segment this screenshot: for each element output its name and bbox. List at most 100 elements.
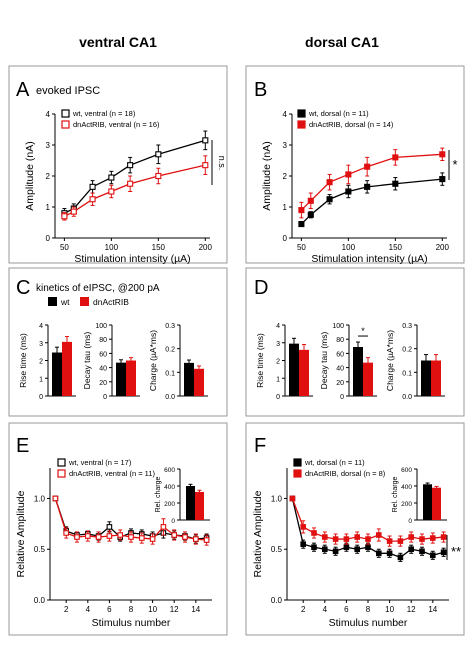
F-point <box>408 534 415 540</box>
A-point <box>89 196 96 203</box>
B-ytick-label: 3 <box>283 141 288 150</box>
C1-bar-dnActRIB <box>62 341 72 396</box>
C3-ytick-label: 0.0 <box>165 394 175 401</box>
A-ytick-label: 1 <box>46 203 51 212</box>
B-series-0-line <box>300 178 443 225</box>
F-xlabel: Stimulus number <box>329 617 408 629</box>
A-sig-label: n.s. <box>217 156 227 171</box>
F-ytick-label: 1.0 <box>271 494 283 503</box>
E_inset-ytick-label: 200 <box>164 501 175 508</box>
D2-bar-wt <box>353 347 363 396</box>
B-xlabel: Stimulation intensity (µA) <box>311 253 427 265</box>
E-xtick-label: 2 <box>64 605 69 614</box>
F-ytick-label: 0.5 <box>271 545 283 554</box>
F_inset-ytick-label: 0 <box>408 518 412 525</box>
C2-ytick-label: 80 <box>99 337 107 344</box>
D3-ytick-label: 0.0 <box>402 394 412 401</box>
D2-ytick-label: 0 <box>340 394 344 401</box>
C2-ylabel: Decay tau (ms) <box>82 332 92 390</box>
F-xtick-label: 4 <box>323 605 328 614</box>
A-point <box>108 188 115 195</box>
A-point <box>61 213 68 220</box>
F-point <box>311 544 317 551</box>
B-xtick-label: 100 <box>342 243 356 252</box>
E-xtick-label: 6 <box>107 605 112 614</box>
F_inset-ytick-label: 200 <box>401 501 412 508</box>
E-point <box>106 524 113 530</box>
F-xtick-label: 6 <box>344 605 349 614</box>
C1-ytick-label: 4 <box>39 323 43 330</box>
A-series-1-line <box>64 164 206 217</box>
C2-ytick-label: 100 <box>95 323 107 330</box>
C2-ytick-label: 40 <box>99 366 107 373</box>
header-left: ventral CA1 <box>79 34 157 50</box>
F-point <box>332 536 339 542</box>
D1-ytick-label: 4 <box>276 323 280 330</box>
C3-ytick-label: 0.2 <box>165 347 175 354</box>
legend-marker-wt <box>293 458 302 467</box>
F-point <box>343 536 350 542</box>
legend-label: dnActRIB, ventral (n = 11) <box>69 469 155 478</box>
F_inset-ytick-label: 400 <box>401 484 412 491</box>
B-point <box>307 211 314 218</box>
B-point <box>326 196 333 203</box>
panel-A-title: evoked IPSC <box>36 85 100 97</box>
D3-ytick-label: 0.1 <box>402 370 412 377</box>
D1-ytick-label: 2 <box>276 359 280 366</box>
B-xtick-label: 200 <box>436 243 450 252</box>
F-point <box>343 544 350 551</box>
E-xtick-label: 4 <box>86 605 91 614</box>
E_inset-ytick-label: 400 <box>164 484 175 491</box>
D1-ylabel: Rise time (ms) <box>255 333 265 388</box>
F-xtick-label: 14 <box>428 605 437 614</box>
panel-C-letter: C <box>16 277 30 299</box>
E-point <box>203 537 210 543</box>
B-point <box>364 183 371 190</box>
C2-bar-dnActRIB <box>126 360 136 396</box>
D3-bar-wt <box>421 360 431 396</box>
B-ytick-label: 4 <box>283 110 288 119</box>
E-point <box>117 532 123 538</box>
D2-ytick-label: 40 <box>336 366 344 373</box>
C1-ylabel: Rise time (ms) <box>18 333 28 388</box>
legend-label: wt, dorsal (n = 11) <box>308 109 369 118</box>
F-point <box>386 550 393 557</box>
E_inset-ytick-label: 600 <box>164 467 175 474</box>
E-point <box>171 532 177 538</box>
panel-F-letter: F <box>254 435 266 457</box>
E-ytick-label: 0.5 <box>34 545 46 554</box>
B-point <box>326 179 333 186</box>
B-point <box>345 188 352 195</box>
E-point <box>52 495 59 502</box>
D2-ytick-label: 80 <box>336 337 344 344</box>
F-xtick-label: 12 <box>407 605 416 614</box>
legend-marker-dnActRIB <box>80 297 89 306</box>
panel-F-frame <box>245 422 465 636</box>
F-point <box>419 548 425 555</box>
legend-marker-wt <box>61 109 70 118</box>
F-xtick-label: 2 <box>301 605 306 614</box>
B-ytick-label: 2 <box>283 172 288 181</box>
F-point <box>397 554 404 561</box>
B-sig-label: * <box>452 157 457 172</box>
E-point <box>193 536 199 542</box>
E-point <box>95 534 102 540</box>
A-point <box>202 137 209 144</box>
B-point <box>298 207 305 214</box>
D2-ylabel: Decay tau (ms) <box>319 332 329 390</box>
F-point <box>300 541 307 547</box>
A-xlabel: Stimulation intensity (µA) <box>74 253 190 265</box>
E-xtick-label: 10 <box>148 605 157 614</box>
legend-marker-dnActRIB <box>57 469 66 478</box>
E-point <box>106 533 113 539</box>
panel-D-frame <box>245 267 465 417</box>
legend-label: dnActRIB <box>93 297 129 307</box>
E_inset-bar-wt <box>186 486 195 520</box>
B-point <box>439 176 446 183</box>
F-point <box>386 538 393 544</box>
A-ylabel: Amplitude (nA) <box>24 141 36 210</box>
F-point <box>365 536 371 542</box>
B-point <box>392 180 399 187</box>
B-point <box>364 163 371 170</box>
